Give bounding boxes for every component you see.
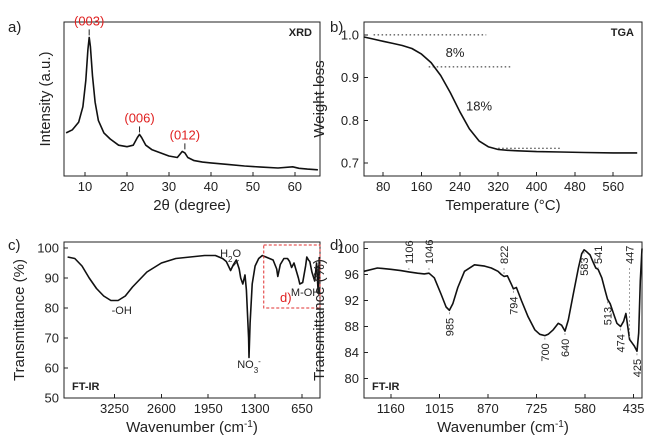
x-tick-label: 160 <box>411 179 433 194</box>
peak-label: 640 <box>560 339 572 357</box>
x-tick-label: 400 <box>526 179 548 194</box>
panel-tag: TGA <box>611 27 634 39</box>
series-line <box>65 36 318 171</box>
x-tick-label: 650 <box>291 401 313 416</box>
y-axis-label: Transmittance (%) <box>11 259 28 381</box>
peak-label: (003) <box>74 13 104 28</box>
band-pointer <box>233 259 239 267</box>
band-label: M-OH <box>291 287 320 299</box>
y-tick-label: 88 <box>345 319 359 334</box>
y-tick-label: 84 <box>345 345 359 360</box>
x-tick-label: 3250 <box>100 401 129 416</box>
peak-label: (006) <box>124 110 154 125</box>
y-tick-label: 100 <box>37 241 59 256</box>
y-tick-label: 96 <box>345 267 359 282</box>
x-tick-label: 1015 <box>425 401 454 416</box>
band-label: H2O <box>220 248 241 264</box>
y-tick-label: 60 <box>45 361 59 376</box>
peak-label: 425 <box>632 359 644 377</box>
panel-label: c) <box>8 237 21 254</box>
x-tick-label: 560 <box>602 179 624 194</box>
weight-loss-label: 18% <box>466 98 492 113</box>
x-tick-label: 870 <box>477 401 499 416</box>
x-tick-label: 435 <box>623 401 645 416</box>
peak-label: 474 <box>616 334 628 352</box>
x-axis-label: Wavenumber (cm-1) <box>126 419 258 437</box>
plot-frame <box>63 241 321 399</box>
y-tick-label: 80 <box>45 301 59 316</box>
peak-label: 447 <box>625 246 637 264</box>
panel-label: a) <box>8 19 21 36</box>
series-line <box>363 248 643 352</box>
x-tick-label: 580 <box>574 401 596 416</box>
x-tick-label: 20 <box>120 179 134 194</box>
y-tick-label: 80 <box>345 371 359 386</box>
y-tick-label: 0.8 <box>341 113 359 128</box>
panel-a: a) XRD 10 20 30 40 50 60 2θ (degree) Intensity (a… <box>8 13 321 214</box>
series-line <box>67 254 321 359</box>
y-axis-label: Intensity (a.u.) <box>37 51 54 146</box>
x-tick-label: 1300 <box>241 401 270 416</box>
y-tick-label: 0.7 <box>341 156 359 171</box>
panel-tag: XRD <box>289 27 312 39</box>
inset-highlight-box <box>263 244 321 309</box>
peak-label: 1106 <box>404 240 416 264</box>
y-tick-label: 92 <box>345 293 359 308</box>
x-tick-label: 50 <box>246 179 260 194</box>
x-tick-label: 320 <box>487 179 509 194</box>
x-tick-label: 10 <box>78 179 92 194</box>
y-tick-label: 70 <box>45 331 59 346</box>
weight-loss-label: 8% <box>446 45 465 60</box>
y-axis-label: Transmittance (%) <box>311 259 328 381</box>
y-tick-label: 90 <box>45 271 59 286</box>
band-label: -OH <box>112 305 132 317</box>
y-tick-label: 100 <box>337 241 359 256</box>
band-label: NO3- <box>237 357 261 375</box>
panel-d: d) FT-IR 1160 1015 870 725 580 435 80 84 88 92 96 100… <box>311 237 644 436</box>
y-axis-label: Weight loss <box>311 60 328 137</box>
x-axis-label: Wavenumber (cm-1) <box>437 419 569 437</box>
series-line <box>363 36 638 154</box>
peak-label: 794 <box>508 296 520 314</box>
x-tick-label: 2600 <box>147 401 176 416</box>
peak-label: (012) <box>170 127 200 142</box>
x-tick-label: 480 <box>564 179 586 194</box>
plot-frame <box>63 21 321 177</box>
x-tick-label: 1160 <box>377 401 405 416</box>
peak-label: 513 <box>603 307 615 325</box>
y-tick-label: 0.9 <box>341 70 359 85</box>
peak-label: 700 <box>540 343 552 361</box>
panel-tag: FT-IR <box>372 381 400 393</box>
x-tick-label: 725 <box>526 401 548 416</box>
peak-label: 985 <box>444 318 456 336</box>
x-tick-label: 40 <box>204 179 218 194</box>
peak-label: 1046 <box>424 240 436 264</box>
x-axis-label: Temperature (°C) <box>445 197 560 214</box>
inset-label: d) <box>280 290 292 305</box>
y-tick-label: 50 <box>45 391 59 406</box>
peak-label: 541 <box>593 246 605 264</box>
x-tick-label: 240 <box>449 179 471 194</box>
peak-label: 822 <box>499 246 511 264</box>
x-tick-label: 1950 <box>194 401 223 416</box>
plot-frame <box>363 21 643 177</box>
x-tick-label: 80 <box>376 179 390 194</box>
plot-frame <box>363 241 643 399</box>
x-tick-label: 30 <box>162 179 176 194</box>
panel-b: b) TGA 80 160 240 320 400 480 560 1.0 0.9 0.8 0.7 Tem… <box>311 19 643 214</box>
x-axis-label: 2θ (degree) <box>153 197 231 214</box>
y-tick-label: 1.0 <box>341 27 359 42</box>
panel-label: d) <box>330 237 343 254</box>
peak-label: 583 <box>579 257 591 275</box>
panel-tag: FT-IR <box>72 381 100 393</box>
panel-label: b) <box>330 19 343 36</box>
x-tick-label: 60 <box>288 179 302 194</box>
